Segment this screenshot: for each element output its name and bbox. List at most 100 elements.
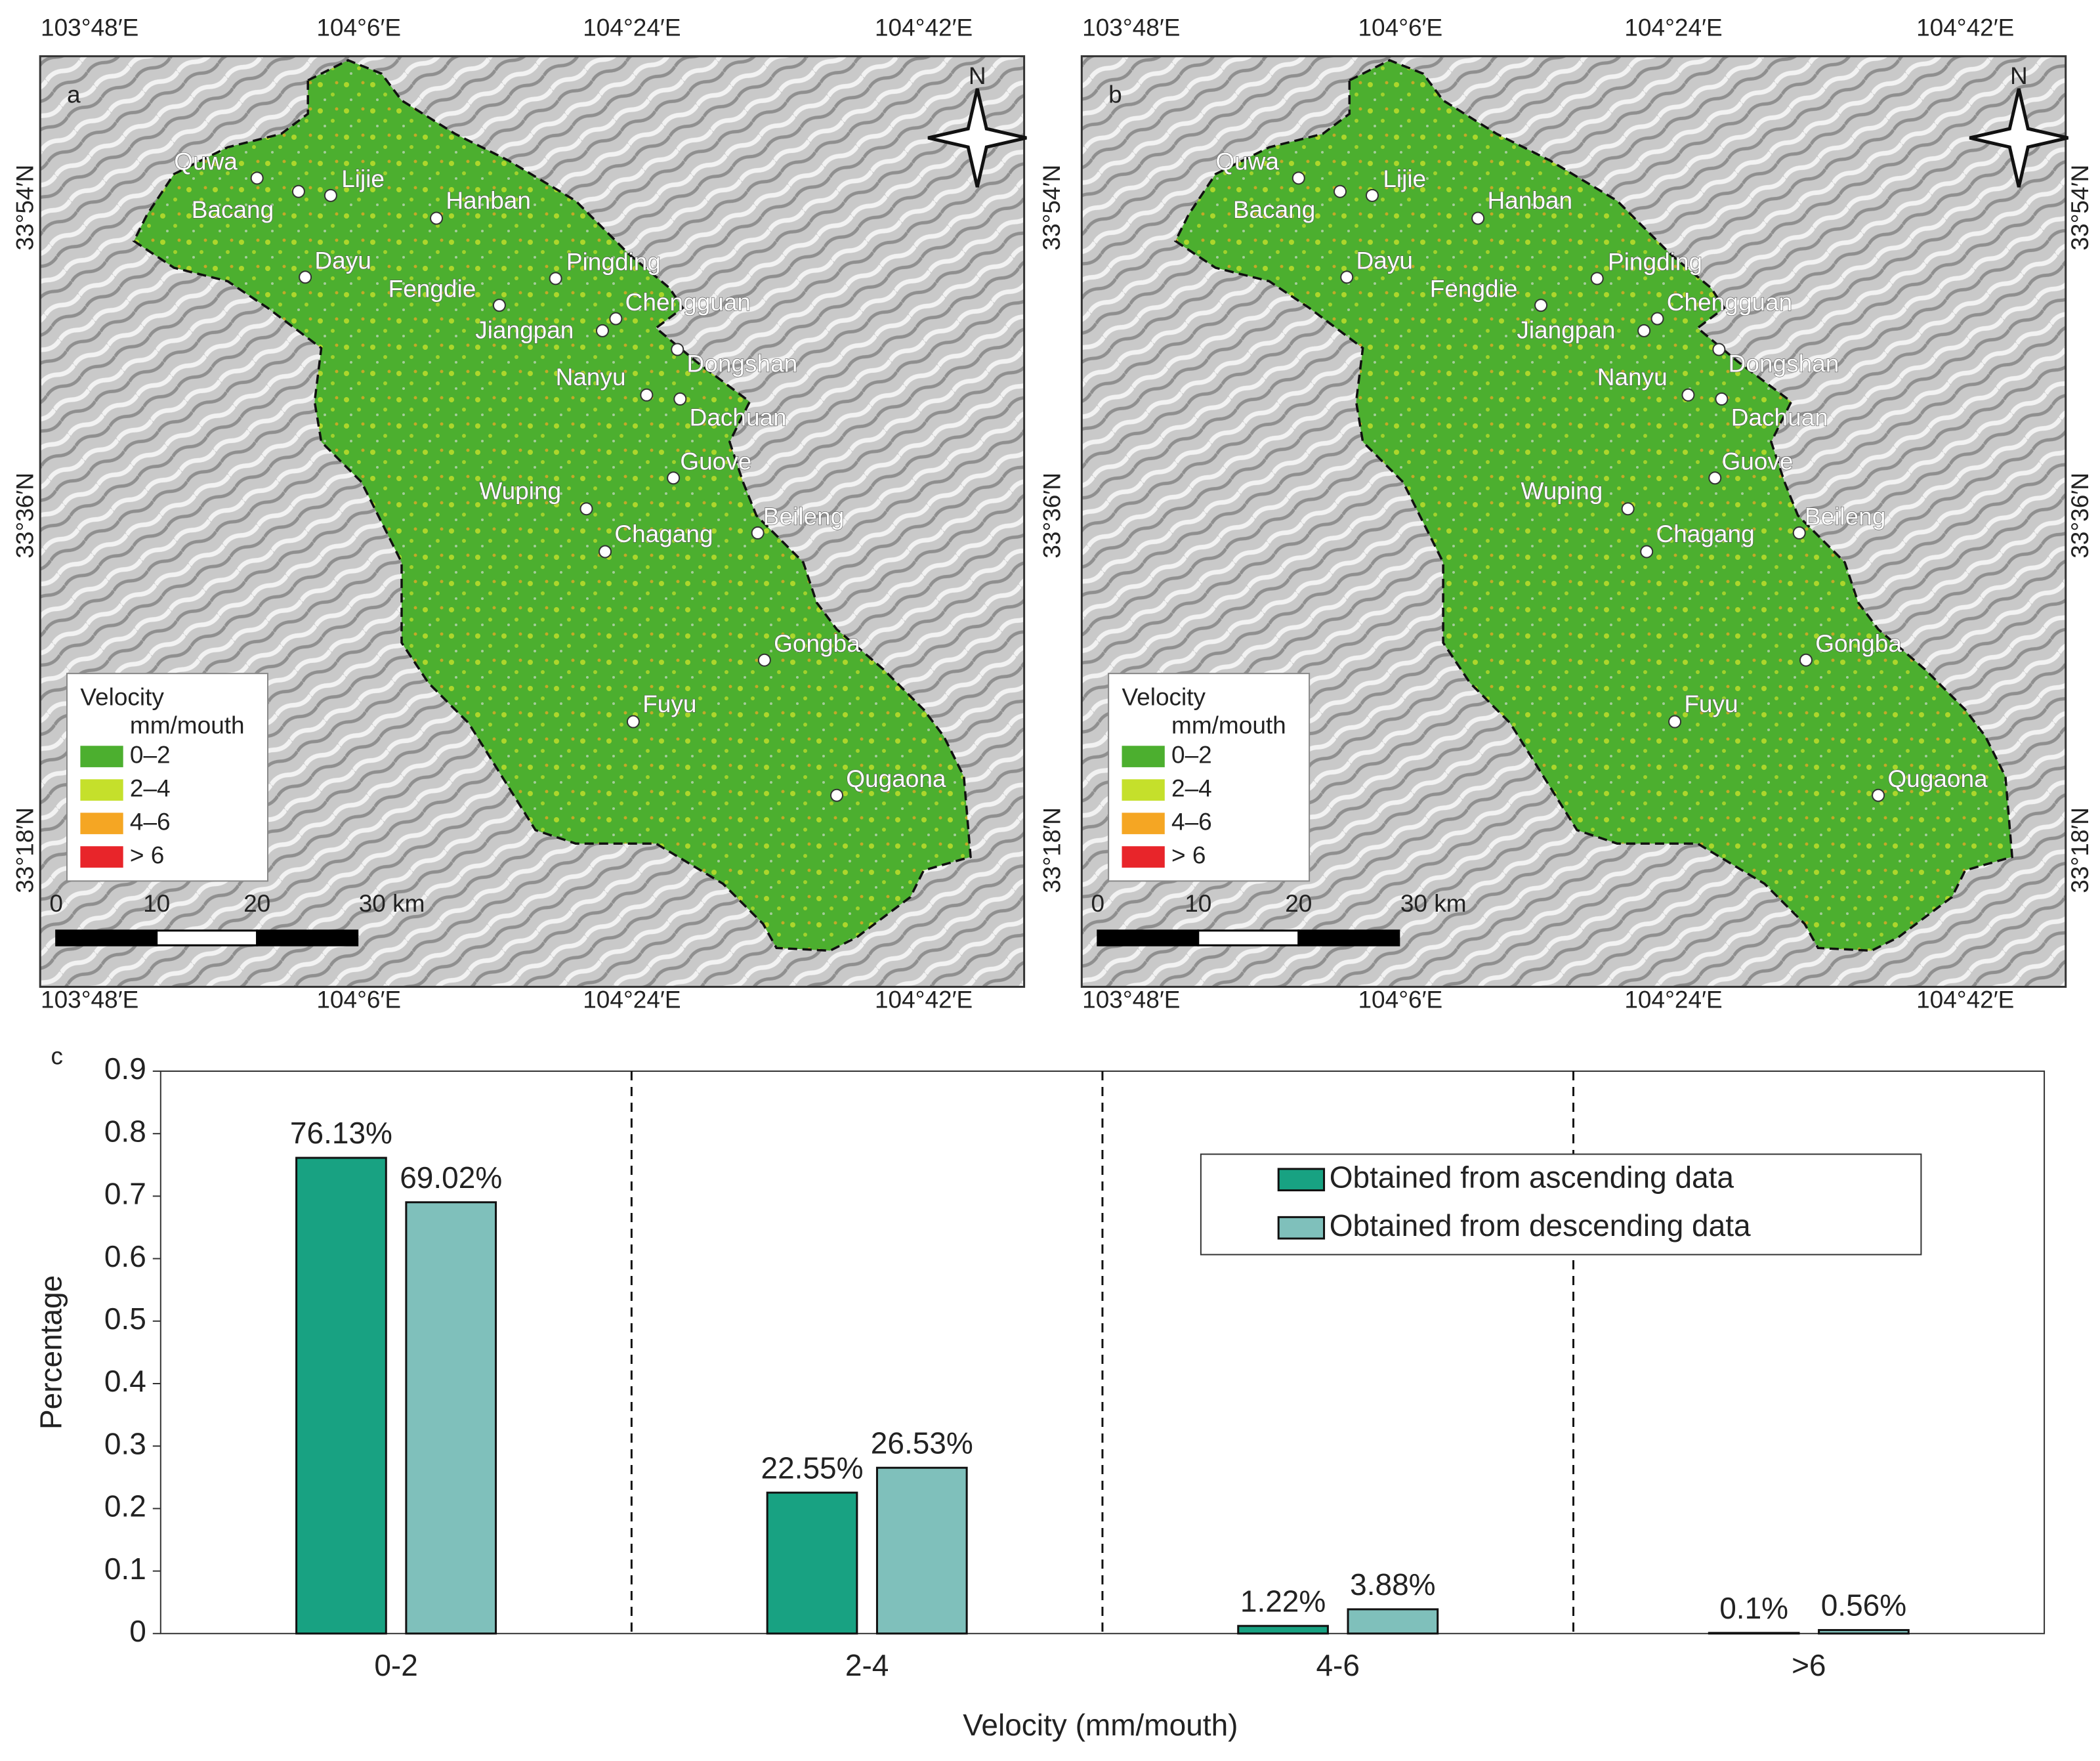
place-name: Qugaona — [846, 765, 946, 792]
place-dot — [549, 272, 562, 286]
legend-swatch — [80, 813, 123, 834]
lat-label: 33°18′N — [2067, 807, 2093, 893]
lon-label: 104°42′E — [1916, 987, 2014, 1013]
scale-label: 30 km — [359, 890, 425, 917]
place-name: Dayu — [1356, 247, 1413, 274]
place-dot — [1366, 188, 1379, 202]
place-dot — [291, 184, 305, 198]
y-tick-label: 0.7 — [104, 1177, 146, 1211]
place-name: Gongba — [774, 630, 860, 657]
legend-swatch — [80, 846, 123, 868]
y-tick-label: 0.2 — [104, 1489, 146, 1523]
place-dot — [598, 545, 612, 559]
place-dot — [596, 324, 609, 337]
place-dot — [1792, 526, 1806, 540]
scale-segment — [1197, 929, 1300, 946]
place-dot — [1799, 653, 1813, 667]
place-dot — [640, 388, 654, 402]
place-name: Hanban — [446, 187, 531, 214]
place-dot — [609, 312, 623, 326]
place-dot — [671, 343, 684, 356]
place-dot — [1872, 788, 1885, 802]
place-name: Pingding — [1608, 249, 1702, 276]
legend-title: Velocity — [1122, 684, 1206, 711]
place-name: Quwa — [174, 148, 238, 175]
scale-label: 10 — [143, 890, 170, 917]
place-dot — [751, 526, 765, 540]
scale-segment — [1297, 929, 1400, 946]
bar — [1708, 1632, 1800, 1635]
place-name: Chagang — [1656, 520, 1754, 547]
scale-segment — [156, 929, 259, 946]
place-name: Jiangpan — [475, 317, 574, 344]
lat-label: 33°18′N — [1038, 807, 1065, 893]
value-label: 1.22% — [1240, 1584, 1326, 1618]
scale-label: 10 — [1185, 890, 1211, 917]
place-dot — [1471, 211, 1485, 225]
place-dot — [1340, 270, 1354, 284]
lon-label: 104°6′E — [1358, 987, 1442, 1013]
place-name: Chengguan — [625, 289, 751, 316]
north-arrow — [927, 88, 1027, 188]
legend-title: Velocity — [80, 684, 164, 711]
north-label: N — [2010, 62, 2028, 89]
place-dot — [1534, 299, 1548, 312]
y-tick-label: 0.5 — [104, 1302, 146, 1336]
legend-label: > 6 — [130, 841, 164, 868]
place-name: Bacang — [192, 196, 274, 223]
legend-swatch — [1122, 746, 1165, 767]
place-name: Dayu — [314, 247, 371, 274]
scale-label: 0 — [1091, 890, 1105, 917]
place-name: Nanyu — [556, 364, 626, 391]
y-tick-label: 0.6 — [104, 1239, 146, 1273]
place-dot — [1640, 545, 1654, 559]
legend-label: Obtained from descending data — [1330, 1208, 1751, 1242]
place-dot — [1712, 343, 1726, 356]
legend-label: > 6 — [1171, 841, 1206, 868]
place-dot — [492, 299, 506, 312]
legend-label: Obtained from ascending data — [1330, 1160, 1734, 1194]
legend-label: 2–4 — [1171, 774, 1212, 801]
place-name: Fuyu — [642, 690, 696, 717]
place-name: Dachuan — [690, 404, 787, 431]
study-area-texture — [1173, 58, 2013, 952]
lat-label: 33°18′N — [12, 807, 39, 893]
north-label: N — [969, 62, 986, 89]
place-name: Fengdie — [388, 275, 476, 302]
lon-label: 103°48′E — [1082, 14, 1180, 41]
place-dot — [324, 188, 337, 202]
place-name: Wuping — [1521, 478, 1603, 505]
legend-swatch — [1122, 813, 1165, 834]
legend-swatch — [80, 779, 123, 801]
bar — [1347, 1608, 1439, 1635]
y-tick-label: 0.8 — [104, 1114, 146, 1148]
place-name: Pingding — [566, 249, 661, 276]
value-label: 76.13% — [290, 1116, 392, 1150]
place-dot — [673, 392, 687, 406]
place-name: Chengguan — [1667, 289, 1792, 316]
place-name: Dachuan — [1731, 404, 1828, 431]
place-name: Beileng — [763, 503, 844, 530]
y-tick-label: 0.4 — [104, 1364, 146, 1398]
place-dot — [1621, 502, 1635, 516]
legend-swatch — [1122, 846, 1165, 868]
lon-label: 104°42′E — [1916, 14, 2014, 41]
bar — [1237, 1624, 1329, 1635]
lon-label: 104°24′E — [583, 987, 681, 1013]
x-tick-label: 0-2 — [374, 1648, 417, 1682]
legend-label: 0–2 — [130, 741, 171, 768]
place-dot — [1708, 471, 1722, 485]
place-name: Fuyu — [1684, 690, 1738, 717]
lon-label: 104°6′E — [316, 987, 401, 1013]
place-dot — [626, 715, 640, 729]
place-name: Gongba — [1815, 630, 1902, 657]
legend-label: 4–6 — [130, 808, 171, 835]
place-name: Qugaona — [1887, 765, 1988, 792]
lon-label: 104°24′E — [1624, 987, 1722, 1013]
value-label: 3.88% — [1350, 1567, 1435, 1602]
lon-label: 103°48′E — [41, 14, 138, 41]
place-dot — [1715, 392, 1729, 406]
place-name: Wuping — [479, 478, 561, 505]
place-dot — [250, 171, 264, 185]
